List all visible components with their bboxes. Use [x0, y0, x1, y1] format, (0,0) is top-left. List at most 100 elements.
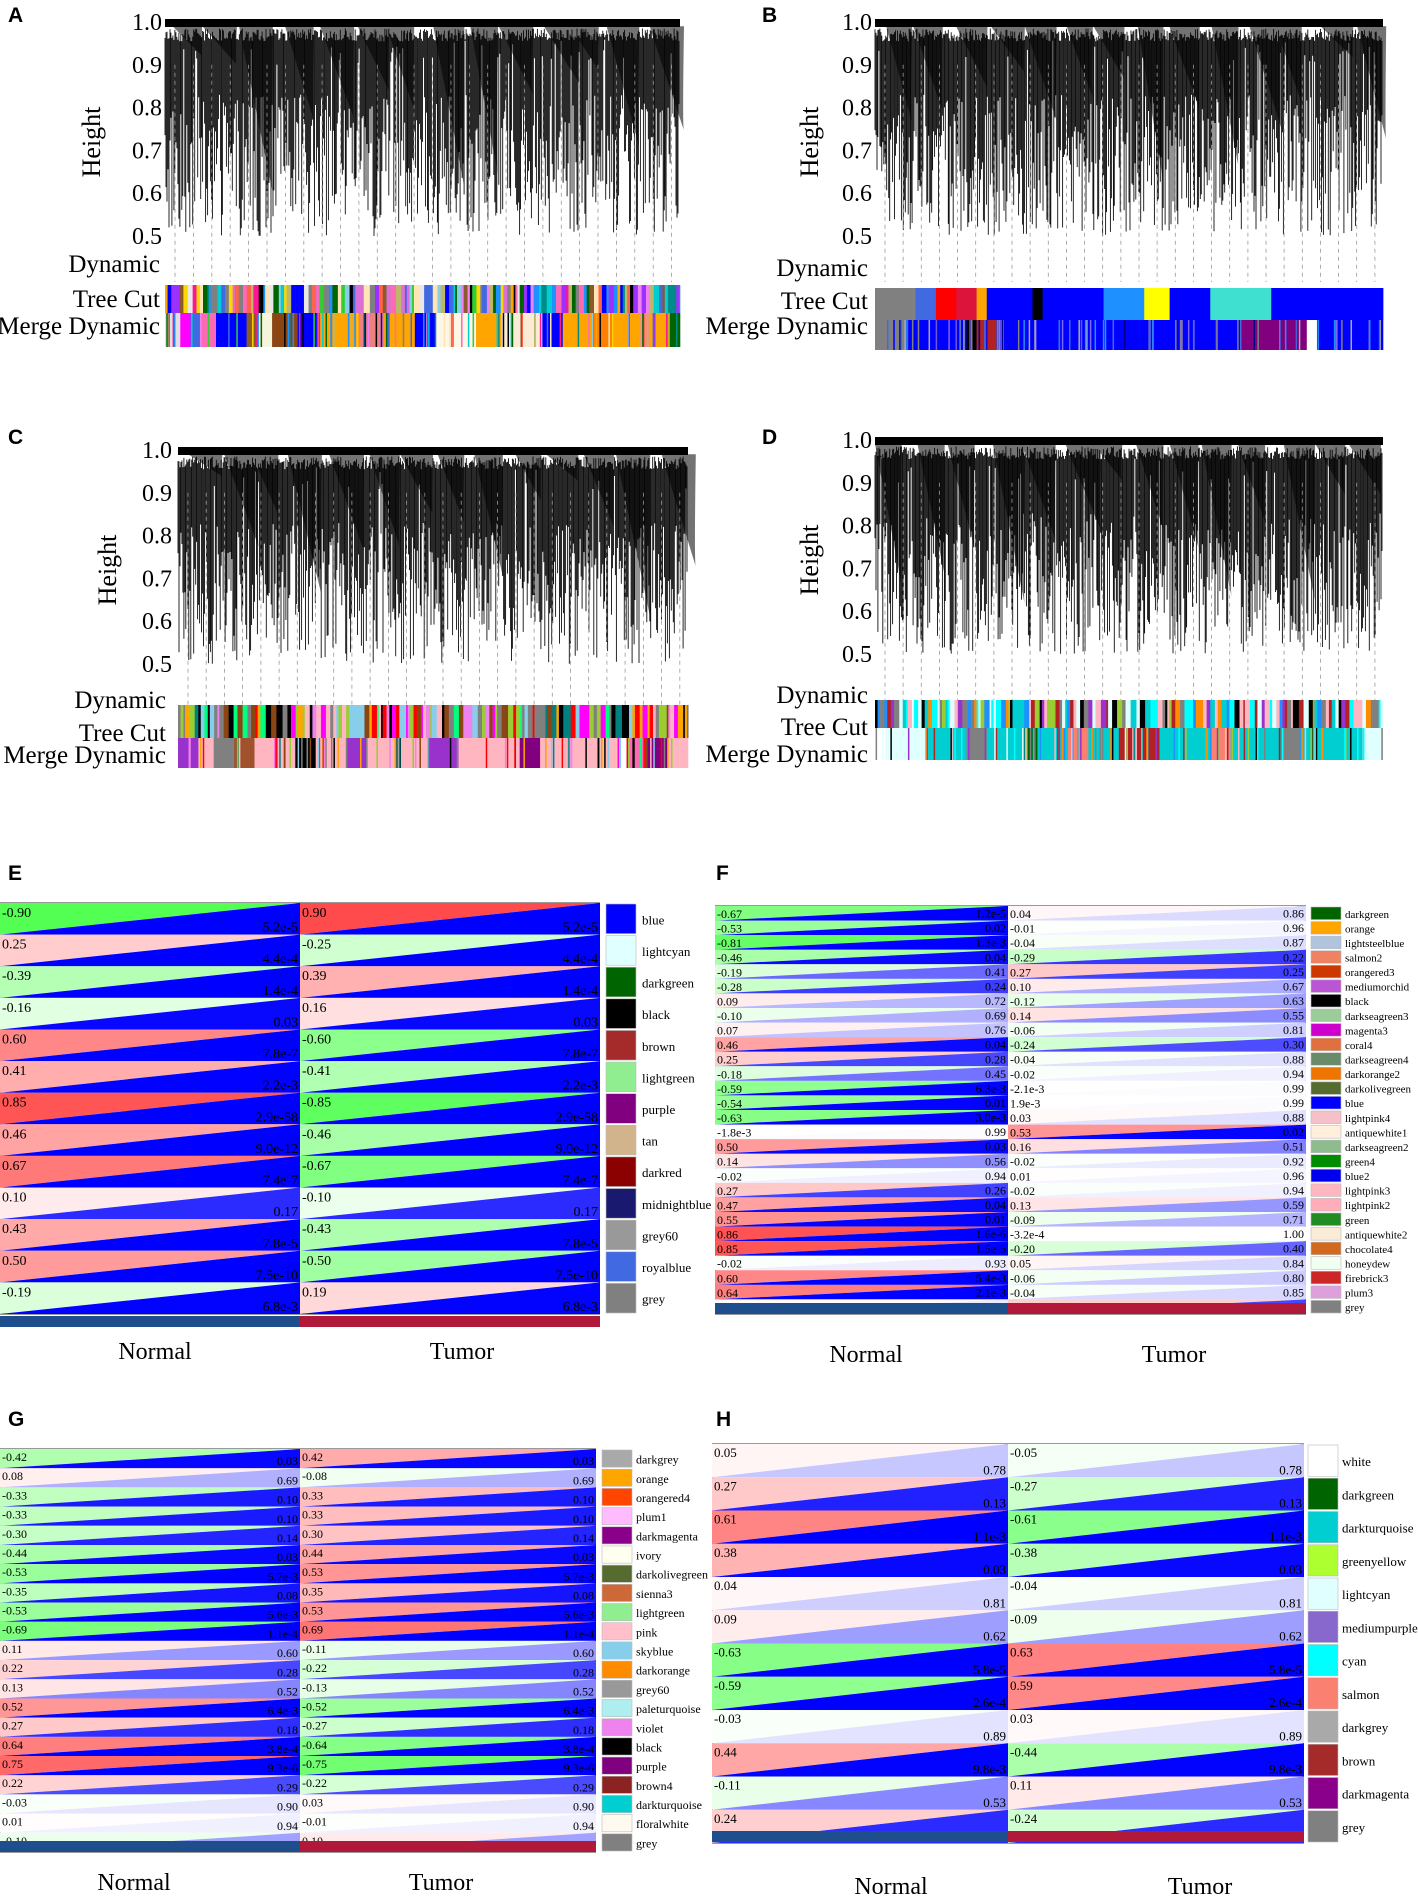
dendrogram-top-merge [178, 447, 688, 455]
color-stripe [241, 313, 244, 347]
module-name: purple [636, 1760, 667, 1774]
p-value: 0.08 [573, 1589, 594, 1603]
color-stripe [1216, 728, 1219, 760]
p-value: 0.88 [1283, 1052, 1304, 1066]
corr-value: 0.14 [1010, 1009, 1031, 1023]
module-swatch [605, 1156, 637, 1187]
color-stripe [1378, 320, 1381, 350]
color-stripe [460, 705, 464, 738]
color-stripe [493, 285, 497, 313]
color-stripe [232, 285, 236, 313]
heatmap-cell: -0.08 0.69 [300, 1468, 596, 1488]
corr-triangle [715, 1037, 1008, 1052]
color-stripe [503, 705, 509, 738]
corr-value: -0.59 [714, 1678, 741, 1693]
corr-value: 0.01 [1010, 1169, 1031, 1183]
heatmap-cell: -0.06 0.81 [1008, 1022, 1306, 1038]
heatmap-cell: 0.611.1e-3 [712, 1510, 1008, 1544]
pvalue-triangle [715, 1110, 1008, 1125]
color-stripe [278, 705, 283, 738]
heatmap-cell: 0.22 0.28 [0, 1660, 300, 1680]
color-stripe [970, 700, 975, 728]
p-value: 0.94 [985, 1169, 1006, 1183]
pvalue-triangle [1008, 993, 1306, 1008]
color-stripe [401, 285, 406, 313]
y-axis-label: Height [77, 106, 106, 178]
p-value: 5.6e-3 [564, 1608, 594, 1622]
color-stripe [416, 705, 422, 738]
pvalue-triangle [300, 1124, 600, 1156]
color-stripe [349, 285, 354, 313]
corr-value: -0.24 [1010, 1038, 1035, 1052]
heatmap-cell: 0.380.03 [712, 1543, 1008, 1577]
group-label-tumor: Tumor [430, 1339, 494, 1365]
p-value: 1.3e-3 [976, 936, 1006, 950]
p-value: 0.62 [1279, 1629, 1302, 1644]
heatmap-cell: -2.1e-3 0.99 [1008, 1080, 1306, 1096]
color-stripe [1185, 728, 1187, 760]
p-value: 0.24 [985, 979, 1006, 993]
p-value: 0.03 [574, 1015, 599, 1030]
color-stripe [292, 313, 295, 347]
color-stripe [568, 285, 573, 313]
color-stripe [315, 285, 318, 313]
p-value: 0.94 [277, 1819, 298, 1833]
p-value: 7.8e-5 [263, 1237, 298, 1252]
module-name: orange [636, 1472, 669, 1486]
color-stripe [422, 705, 427, 738]
color-stripe [382, 285, 387, 313]
module-swatch [601, 1545, 633, 1564]
color-stripe [588, 313, 590, 347]
p-value: 7.4e-7 [563, 1174, 598, 1189]
corr-value: -0.01 [302, 1815, 327, 1829]
color-stripe [639, 705, 643, 738]
pvalue-triangle [300, 1794, 596, 1814]
color-stripe [463, 705, 468, 738]
corr-triangle [1008, 1168, 1306, 1183]
heatmap-cell: -0.53 5.6e-3 [0, 1602, 300, 1622]
color-stripe [301, 738, 303, 768]
corr-value: 0.10 [1010, 980, 1031, 994]
module-swatch [1310, 921, 1342, 935]
p-value: 0.81 [983, 1595, 1006, 1610]
color-stripe [380, 313, 383, 347]
corr-value: 0.05 [714, 1445, 737, 1460]
color-stripe [234, 285, 240, 313]
p-value: 0.94 [1283, 1183, 1304, 1197]
color-stripe [1104, 320, 1107, 350]
heatmap-cell: 0.13 0.52 [0, 1679, 300, 1699]
color-block [875, 728, 886, 760]
module-swatch [1307, 1610, 1339, 1643]
p-value: 0.26 [985, 1183, 1006, 1197]
color-stripe [369, 705, 373, 738]
p-value: 0.29 [277, 1780, 298, 1794]
corr-value: -0.64 [302, 1738, 327, 1752]
color-stripe [552, 738, 555, 768]
group-bar-normal [0, 1841, 300, 1852]
color-stripe [941, 700, 946, 728]
heatmap-cell: -0.75 9.3e-6 [300, 1756, 596, 1776]
color-stripe [687, 705, 689, 738]
color-stripe [1148, 320, 1150, 350]
color-stripe [1224, 728, 1227, 760]
module-swatch [605, 1251, 637, 1282]
color-stripe [526, 285, 531, 313]
color-stripe [209, 705, 215, 738]
corr-triangle [0, 1282, 300, 1314]
color-block [1042, 288, 1104, 320]
module-legend: darkgreyorangeorangered4plum1darkmagenta… [601, 1449, 708, 1852]
color-stripe [556, 705, 560, 738]
color-stripe [382, 705, 387, 738]
pvalue-triangle [0, 1187, 300, 1220]
p-value: 0.28 [277, 1665, 298, 1679]
module-swatch [601, 1488, 633, 1506]
module-name: salmon2 [1345, 953, 1382, 965]
color-stripe [575, 285, 580, 313]
color-stripe [994, 728, 996, 760]
color-stripe [1024, 700, 1030, 728]
color-stripe [1013, 728, 1016, 760]
dendrogram-leaves [164, 28, 680, 236]
module-name: lightpink4 [1345, 1113, 1391, 1125]
color-stripe [520, 705, 523, 738]
